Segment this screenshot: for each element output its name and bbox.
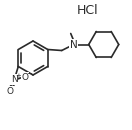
Text: +: + xyxy=(16,73,21,79)
Text: N: N xyxy=(11,75,18,84)
Text: O: O xyxy=(7,87,14,96)
Text: N: N xyxy=(70,40,78,50)
Text: HCl: HCl xyxy=(77,4,99,17)
Text: −: − xyxy=(27,71,32,77)
Text: O: O xyxy=(22,73,29,82)
